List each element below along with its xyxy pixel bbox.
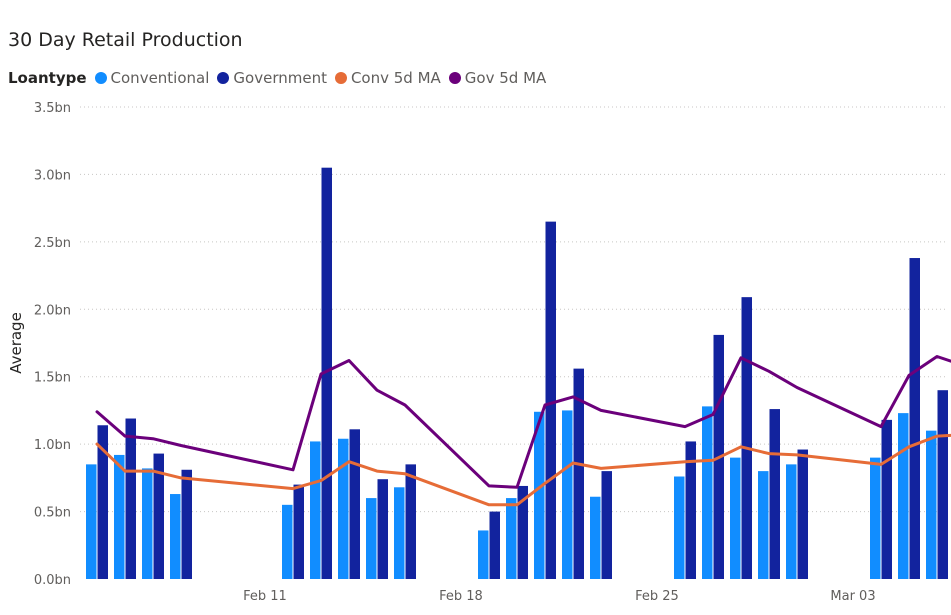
- bar-government: [125, 418, 136, 579]
- bar-government: [937, 390, 948, 579]
- y-tick-label: 1.5bn: [34, 371, 71, 386]
- bar-conventional: [170, 494, 181, 579]
- y-tick-label: 0.5bn: [34, 506, 71, 521]
- legend-title: Loantype: [8, 69, 87, 87]
- bar-conventional: [702, 406, 713, 579]
- line-gov-5d-ma: [95, 355, 951, 489]
- y-tick-label: 2.0bn: [34, 303, 71, 318]
- line-conv-5d-ma: [95, 433, 951, 507]
- bar-government: [909, 258, 920, 579]
- x-tick-label: Mar 03: [830, 589, 875, 604]
- legend: Loantype Conventional Government Conv 5d…: [8, 69, 554, 87]
- legend-label-conv-5d-ma: Conv 5d MA: [350, 69, 441, 87]
- x-tick-label: Feb 18: [439, 589, 483, 604]
- bar-government: [517, 485, 528, 579]
- bar-government: [769, 409, 780, 579]
- bar-conventional: [394, 487, 405, 579]
- bar-government: [741, 297, 752, 579]
- y-tick-label: 3.0bn: [34, 168, 71, 183]
- bar-government: [797, 449, 808, 579]
- bar-government: [601, 471, 612, 579]
- bar-government: [685, 441, 696, 579]
- bar-government: [293, 484, 304, 579]
- chart-title: 30 Day Retail Production: [8, 29, 243, 51]
- bar-government: [97, 425, 108, 579]
- bar-government: [573, 368, 584, 579]
- y-axis-title: Average: [7, 312, 25, 374]
- bar-conventional: [870, 457, 881, 579]
- bar-conventional: [758, 471, 769, 579]
- bar-conventional: [674, 476, 685, 579]
- bar-conventional: [282, 504, 293, 579]
- legend-item-conventional[interactable]: Conventional: [94, 69, 210, 87]
- y-tick-label: 2.5bn: [34, 236, 71, 251]
- bar-conventional: [534, 411, 545, 579]
- bar-conventional: [338, 438, 349, 579]
- bar-government: [153, 453, 164, 579]
- legend-dot-government: [217, 72, 230, 84]
- legend-item-conv-5d-ma[interactable]: Conv 5d MA: [334, 69, 441, 87]
- bar-government: [881, 419, 892, 579]
- y-tick-label: 3.5bn: [34, 101, 71, 116]
- bar-government: [405, 464, 416, 579]
- legend-dot-conv-5d-ma: [334, 72, 347, 84]
- bar-conventional: [366, 498, 377, 579]
- y-tick-label: 0.0bn: [34, 573, 71, 588]
- legend-dot-conventional: [94, 72, 107, 84]
- bar-conventional: [926, 430, 937, 579]
- x-tick-label: Feb 11: [243, 589, 287, 604]
- bar-government: [545, 221, 556, 579]
- bar-conventional: [730, 457, 741, 579]
- x-tick-label: Feb 25: [635, 589, 679, 604]
- bar-government: [489, 511, 500, 579]
- bar-conventional: [142, 468, 153, 579]
- legend-item-government[interactable]: Government: [217, 69, 327, 87]
- bar-conventional: [478, 530, 489, 579]
- legend-dot-gov-5d-ma: [448, 72, 461, 84]
- bar-conventional: [86, 464, 97, 579]
- bar-conventional: [590, 496, 601, 579]
- y-tick-label: 1.0bn: [34, 438, 71, 453]
- legend-label-government: Government: [233, 69, 327, 87]
- bar-conventional: [114, 454, 125, 579]
- bar-conventional: [506, 498, 517, 579]
- bar-government: [349, 429, 360, 579]
- bar-conventional: [898, 413, 909, 579]
- bar-government: [321, 167, 332, 579]
- bar-government: [377, 479, 388, 579]
- bar-conventional: [562, 410, 573, 579]
- legend-label-gov-5d-ma: Gov 5d MA: [464, 69, 547, 87]
- legend-item-gov-5d-ma[interactable]: Gov 5d MA: [448, 69, 547, 87]
- bar-government: [181, 469, 192, 579]
- legend-label-conventional: Conventional: [110, 69, 210, 87]
- bar-conventional: [786, 464, 797, 579]
- bar-conventional: [310, 441, 321, 579]
